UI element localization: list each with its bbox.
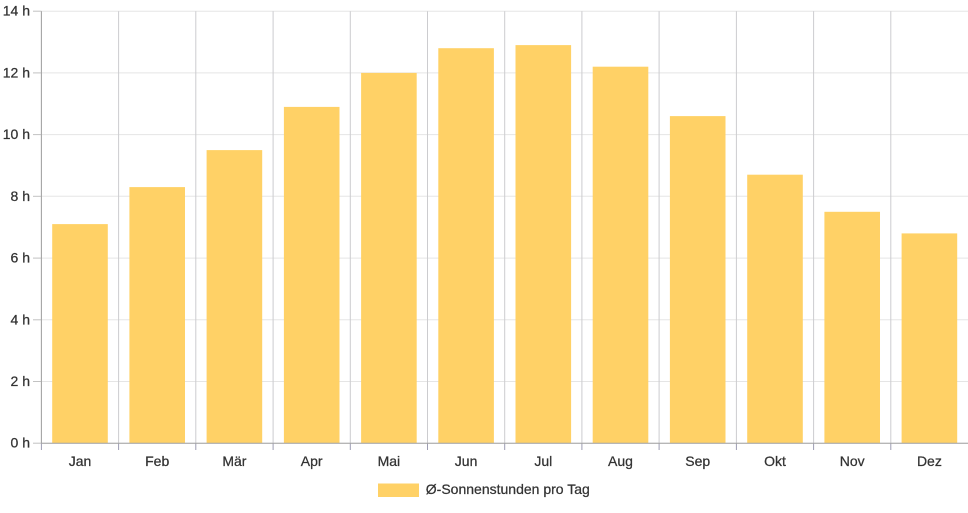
svg-text:12 h: 12 h: [3, 64, 30, 80]
svg-text:14 h: 14 h: [3, 3, 30, 19]
svg-text:Nov: Nov: [840, 453, 865, 469]
svg-text:4 h: 4 h: [11, 311, 30, 327]
svg-text:Dez: Dez: [917, 453, 942, 469]
svg-text:Jun: Jun: [455, 453, 478, 469]
svg-text:Mai: Mai: [378, 453, 401, 469]
svg-text:Okt: Okt: [764, 453, 786, 469]
svg-text:Aug: Aug: [608, 453, 633, 469]
svg-text:10 h: 10 h: [3, 126, 30, 142]
svg-text:Mär: Mär: [222, 453, 246, 469]
svg-text:Jan: Jan: [69, 453, 92, 469]
svg-text:0 h: 0 h: [11, 435, 30, 451]
svg-text:Sep: Sep: [685, 453, 710, 469]
svg-text:Apr: Apr: [301, 453, 323, 469]
svg-text:Jul: Jul: [534, 453, 552, 469]
svg-text:6 h: 6 h: [11, 250, 30, 266]
svg-text:Ø-Sonnenstunden pro Tag: Ø-Sonnenstunden pro Tag: [426, 481, 590, 497]
svg-text:2 h: 2 h: [11, 373, 30, 389]
svg-text:8 h: 8 h: [11, 188, 30, 204]
svg-text:Feb: Feb: [145, 453, 169, 469]
